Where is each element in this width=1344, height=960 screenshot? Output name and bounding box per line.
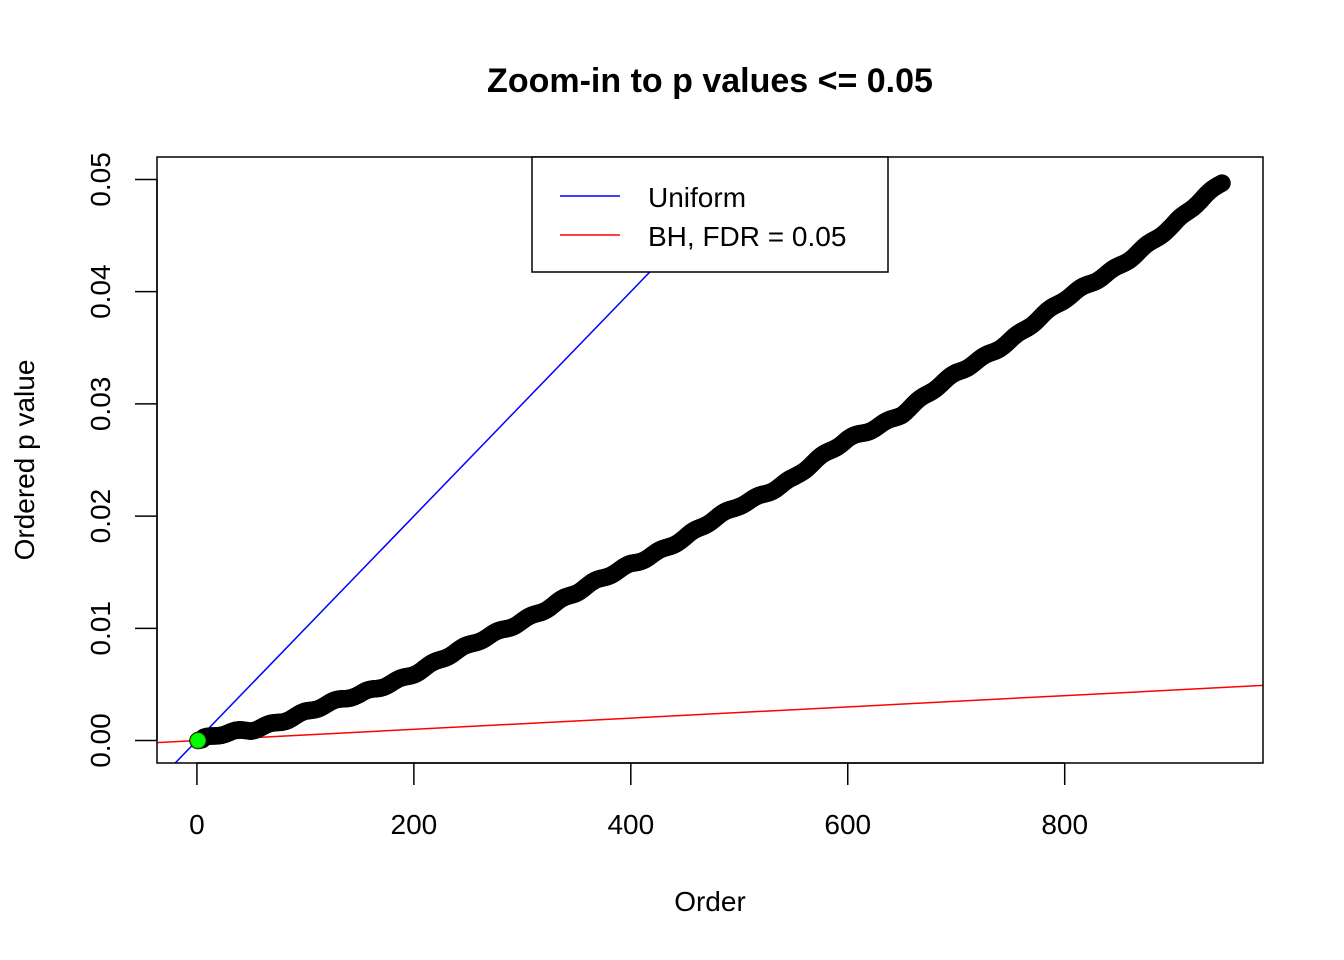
- y-tick-label: 0.05: [85, 152, 116, 207]
- x-tick-label: 400: [607, 809, 654, 840]
- x-tick-label: 200: [391, 809, 438, 840]
- y-tick-label: 0.04: [85, 264, 116, 319]
- y-tick-label: 0.00: [85, 713, 116, 768]
- legend-box: [531, 156, 889, 273]
- y-tick-label: 0.03: [85, 377, 116, 432]
- x-tick-label: 600: [824, 809, 871, 840]
- significant-point: [190, 732, 207, 749]
- legend-label-bh: BH, FDR = 0.05: [648, 221, 846, 252]
- bh-line: [157, 684, 1263, 744]
- data-point: [1213, 174, 1231, 192]
- y-tick-label: 0.02: [85, 489, 116, 544]
- x-axis-label: Order: [674, 886, 746, 917]
- chart-title: Zoom-in to p values <= 0.05: [487, 62, 933, 100]
- y-tick-label: 0.01: [85, 601, 116, 656]
- x-tick-label: 0: [189, 809, 205, 840]
- legend: Uniform BH, FDR = 0.05: [531, 156, 889, 273]
- y-axis-label: Ordered p value: [9, 360, 40, 561]
- x-tick-label: 800: [1041, 809, 1088, 840]
- legend-label-uniform: Uniform: [648, 182, 746, 213]
